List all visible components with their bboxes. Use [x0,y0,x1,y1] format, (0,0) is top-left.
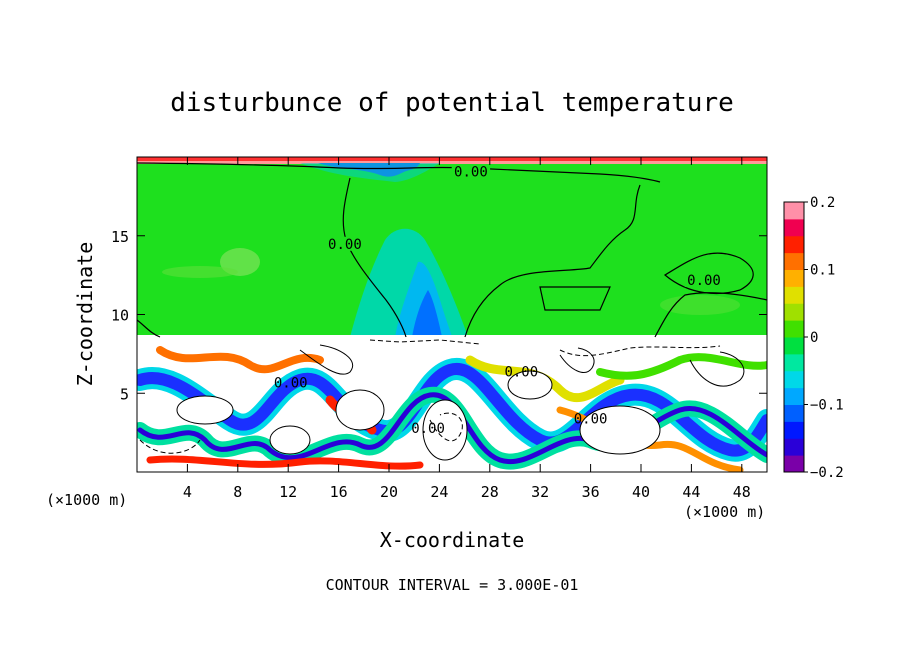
colorbar-swatch [784,269,804,287]
colorbar-swatch [784,252,804,270]
light-patch-3 [660,295,740,315]
colorbar-swatch [784,303,804,321]
colorbar-ticks: 0.2 0.1 0 −0.1 −0.2 [804,195,844,481]
colorbar-swatch [784,337,804,355]
x-tick-label: 32 [531,483,549,501]
x-tick-label: 48 [733,483,751,501]
contour-label: 0.00 [504,364,538,380]
lower-white-cells [176,370,661,461]
colorbar-tick-label: −0.2 [810,465,844,481]
colorbar-tick-label: 0 [810,330,818,346]
y-tick-label: 5 [120,385,129,403]
contour-label: 0.00 [328,237,362,253]
potential-temperature-field [137,157,767,472]
x-tick-label: 12 [279,483,297,501]
contour-lines-lower [139,339,721,454]
colorbar-swatch [784,202,804,220]
chart-title: disturbunce of potential temperature [170,88,734,118]
contour-label: 0.00 [687,273,721,289]
colorbar-swatch [784,353,804,372]
colorbar-swatch [784,438,804,456]
central-plume-core [412,290,442,337]
y-tick-label: 10 [111,307,129,325]
colorbar-swatch [784,404,804,422]
contour-label-bg [451,164,491,179]
contour-label: 0.00 [574,412,608,428]
colorbar-swatch [784,235,804,254]
contour-label: 0.00 [411,421,445,437]
x-tick-label: 16 [330,483,348,501]
y-tick-label: 15 [111,228,129,246]
y-axis-ticks: 5 10 15 [111,228,767,403]
top-band [137,157,767,163]
x-axis-ticks: 4 8 12 16 20 24 28 32 36 40 44 48 [183,157,751,501]
colorbar [784,202,804,473]
contour-label: 0.00 [274,375,308,391]
colorbar-tick-label: −0.1 [810,398,844,414]
colorbar-swatch [784,370,804,389]
colorbar-swatch [784,455,804,473]
x-tick-label: 36 [582,483,600,501]
colorbar-tick-label: 0.1 [810,263,835,279]
x-tick-label: 24 [430,483,448,501]
x-unit-label-left: (×1000 m) [46,491,127,509]
colorbar-swatch [784,218,804,237]
colorbar-swatch [784,320,804,338]
light-patch-2 [162,266,238,278]
x-axis-label: X-coordinate [380,528,525,552]
inversion-line [137,335,767,339]
contour-lines-lower-solid [299,344,745,387]
x-tick-label: 20 [380,483,398,501]
colorbar-tick-label: 0.2 [810,195,835,211]
x-unit-label-right: (×1000 m) [684,503,765,521]
contour-label: 0.00 [454,164,488,180]
contour-interval-note: CONTOUR INTERVAL = 3.000E-01 [326,576,579,594]
colorbar-swatch [784,387,804,405]
x-tick-label: 28 [481,483,499,501]
contour-lines [136,162,768,338]
contour-labels: 0.00 0.00 0.00 0.00 0.00 0.00 0.00 [274,164,724,437]
x-tick-label: 40 [632,483,650,501]
contour-label-bg [325,236,365,251]
x-tick-label: 44 [682,483,700,501]
y-axis-label: Z-coordinate [73,242,97,387]
top-band-inner [137,161,767,164]
colorbar-swatch [784,421,804,439]
colorbar-swatch [784,286,804,304]
x-tick-label: 8 [233,483,242,501]
x-tick-label: 4 [183,483,192,501]
contour-label-bg [684,273,724,287]
